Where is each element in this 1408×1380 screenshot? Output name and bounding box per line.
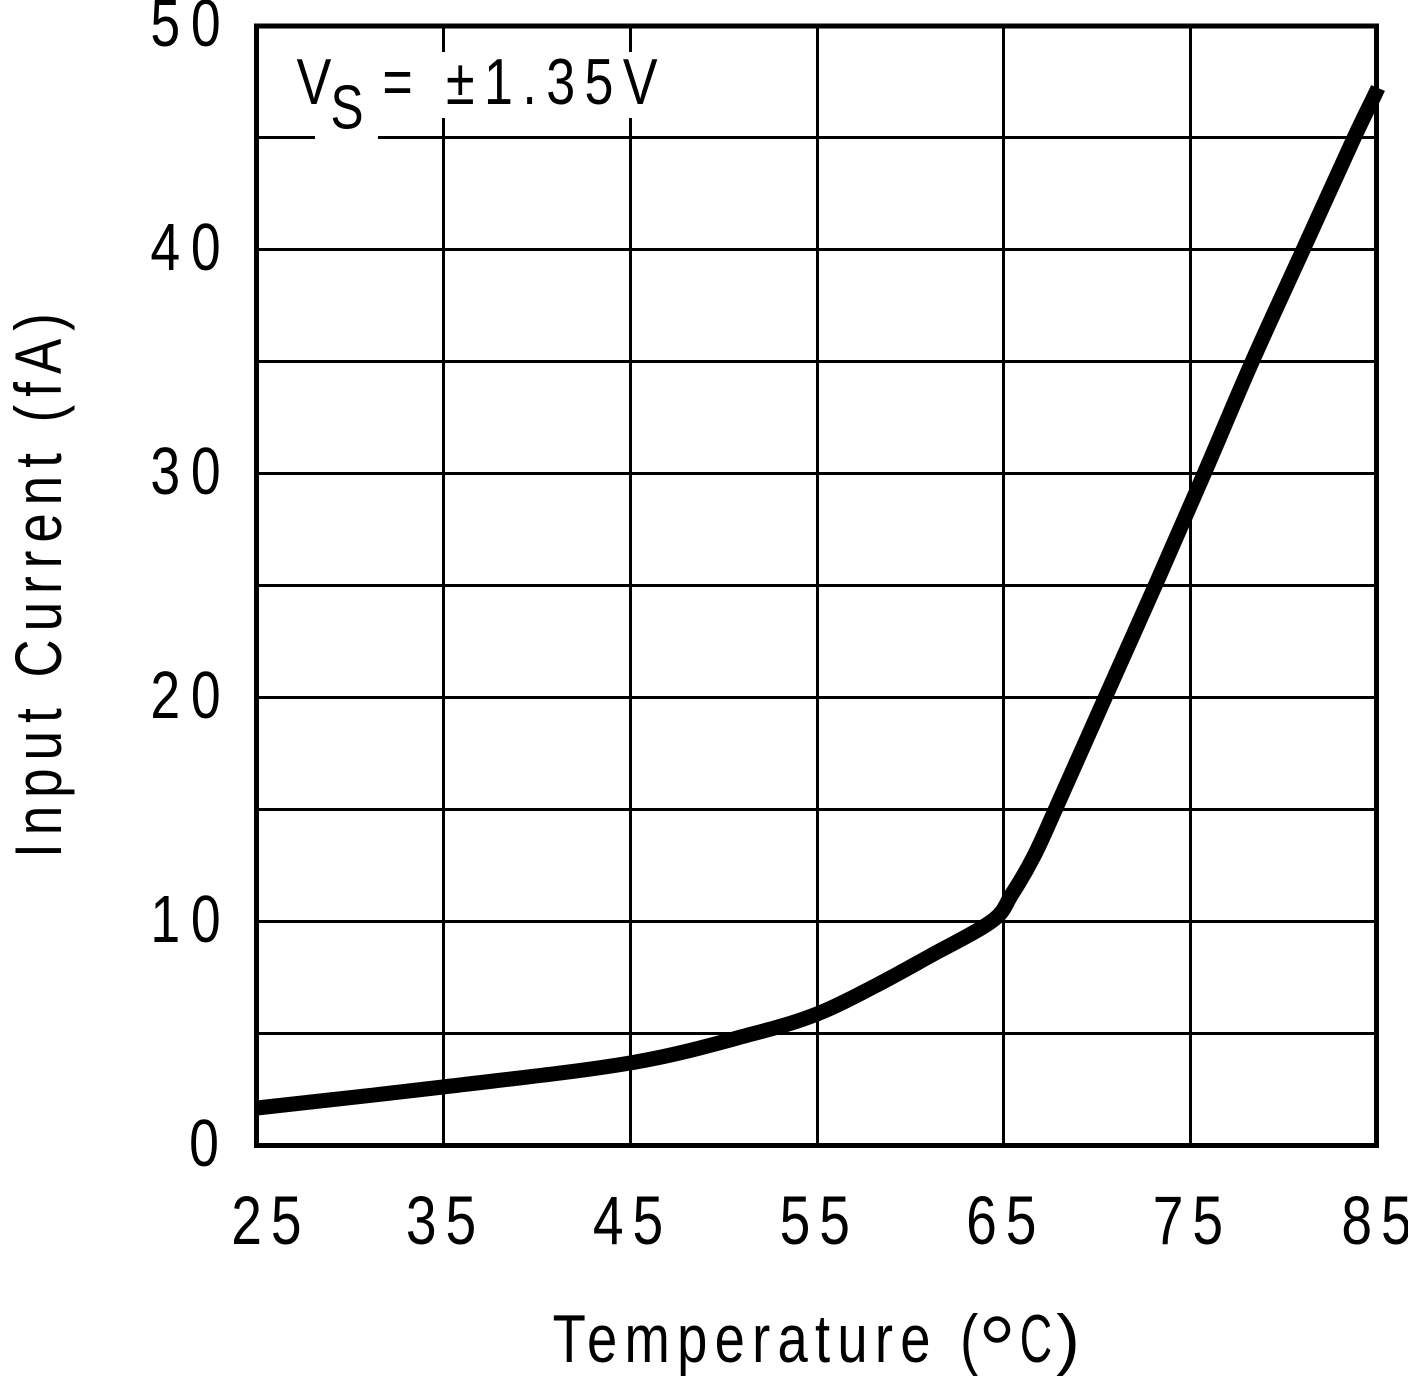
svg-text:Temperature (: Temperature ( — [553, 1301, 979, 1377]
svg-text:Input Current (fA): Input Current (fA) — [1, 313, 75, 858]
svg-text:): ) — [1056, 1301, 1080, 1377]
svg-text:0: 0 — [189, 1105, 219, 1180]
svg-text:S: S — [330, 72, 363, 142]
svg-text:C: C — [1020, 1302, 1052, 1378]
svg-text:V: V — [297, 47, 332, 119]
